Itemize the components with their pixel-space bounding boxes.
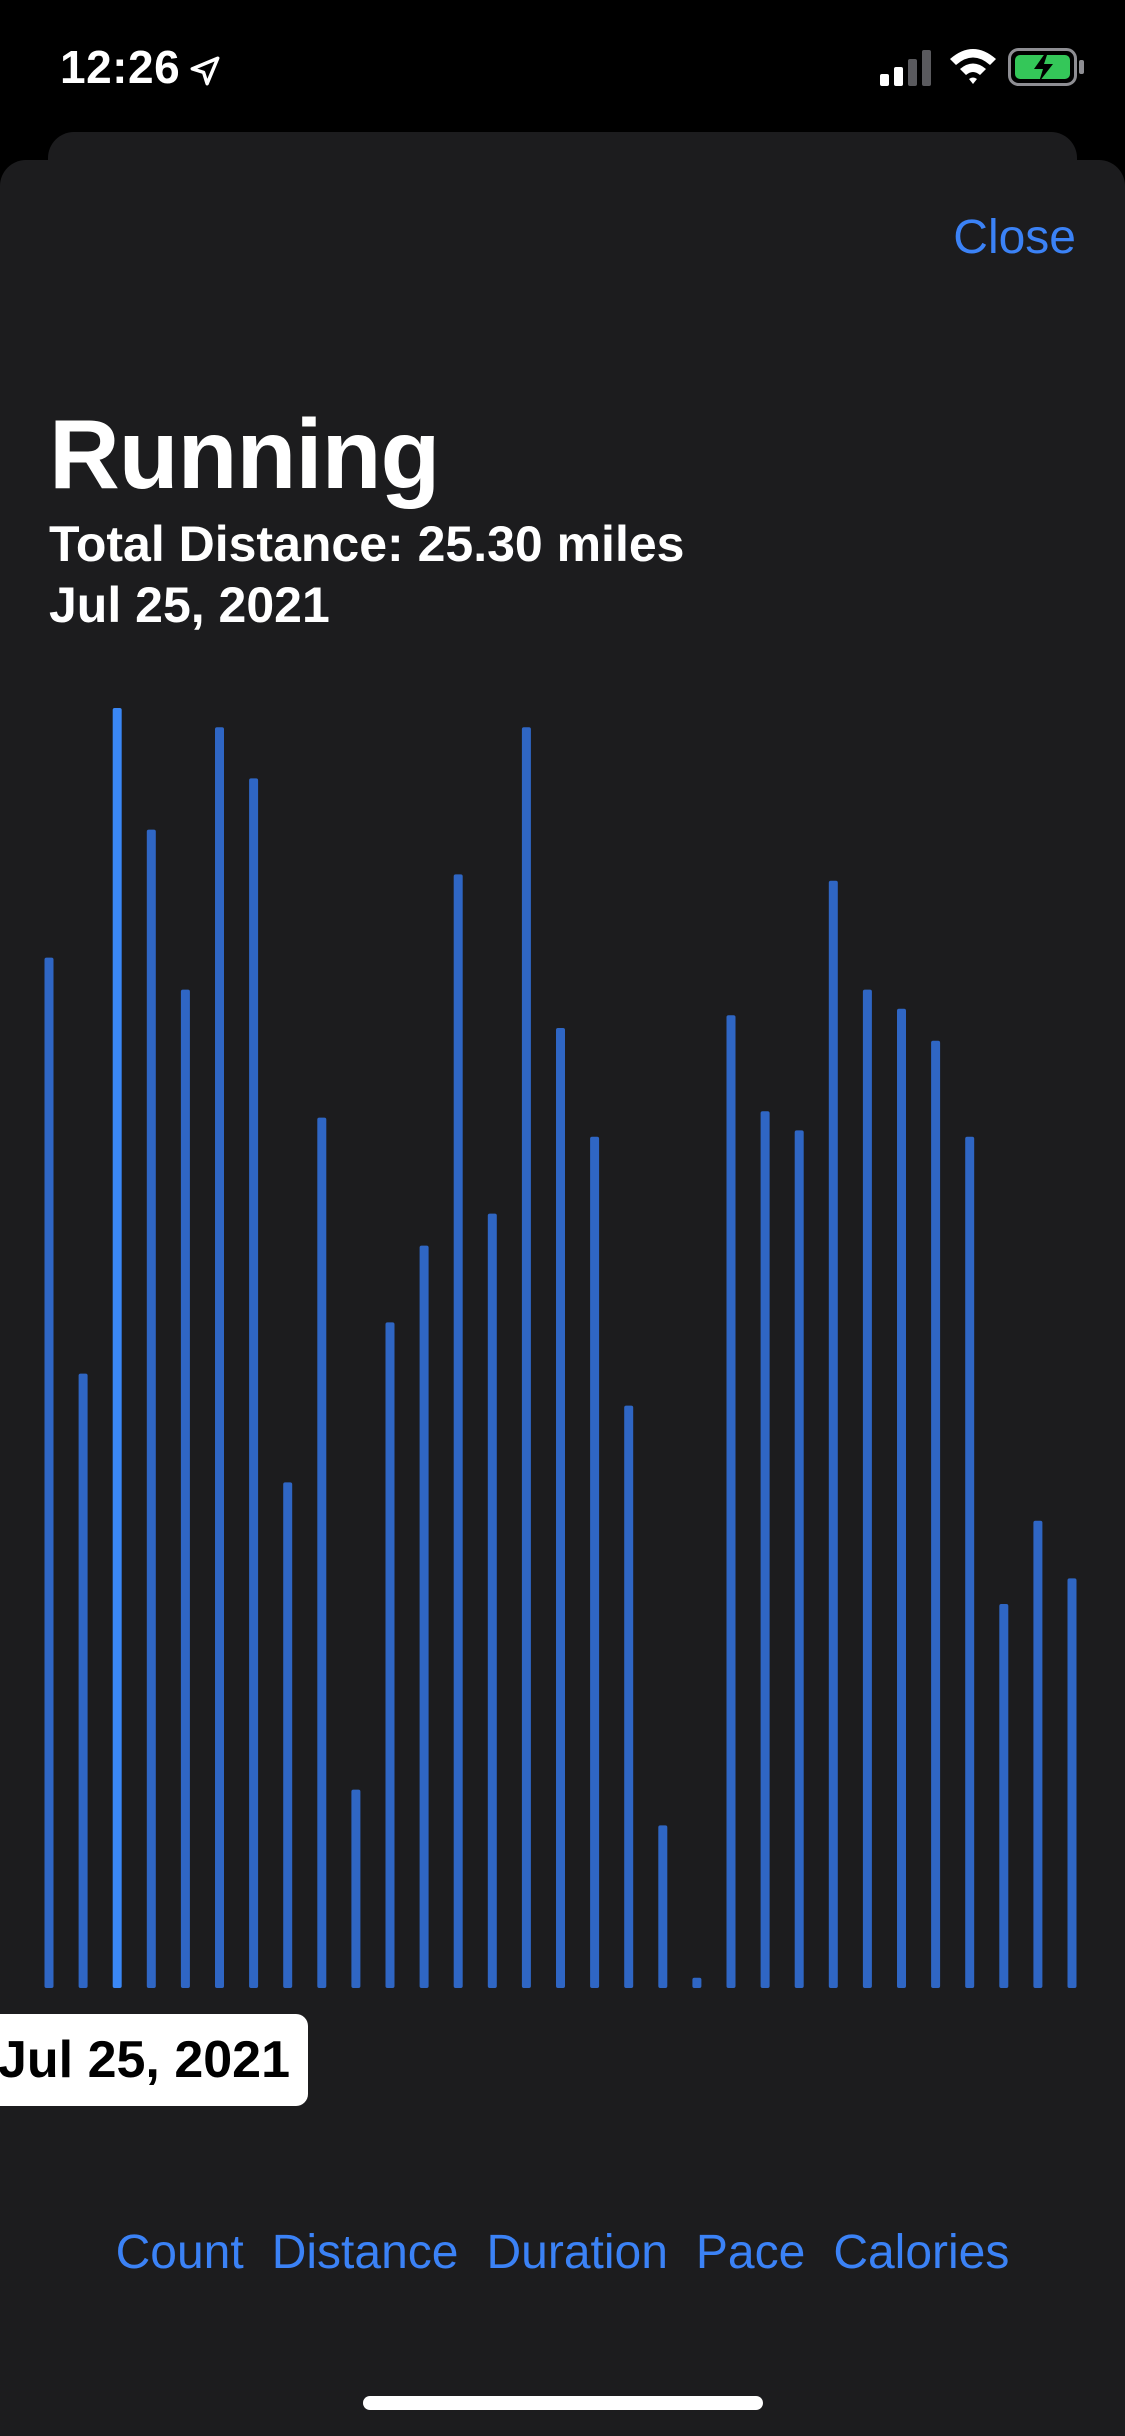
chart-bar[interactable] [556,1028,565,1988]
chart-bar[interactable] [180,989,190,1988]
chart-bar[interactable] [419,1245,429,1988]
chart-bar[interactable] [794,1130,804,1988]
chart-bar[interactable] [590,1136,600,1988]
chart-bar[interactable] [317,1117,327,1988]
chart-bar[interactable] [897,1008,906,1988]
chart-bar[interactable] [78,1373,88,1988]
status-time: 12:26 [60,41,181,93]
chart-bar[interactable] [146,829,156,1988]
chart-bar[interactable] [1067,1578,1077,1988]
selected-date-badge: Jul 25, 2021 [0,2014,308,2106]
tab-count[interactable]: Count [115,2226,244,2279]
chart-bar[interactable] [931,1040,941,1988]
chart-bar[interactable] [487,1213,497,1988]
chart-bar[interactable] [726,1015,736,1988]
tab-calories[interactable]: Calories [833,2226,1010,2279]
page-title: Running [49,399,440,509]
cellular-signal-icon [880,50,931,86]
chart-bar[interactable] [760,1111,770,1988]
metric-tabs: Count Distance Duration Pace Calories [0,2225,1125,2280]
close-button[interactable]: Close [953,211,1076,264]
chart-bar[interactable] [999,1604,1009,1988]
chart-bar[interactable] [249,778,259,1988]
wifi-icon [950,49,996,84]
chart-bar[interactable] [112,708,122,1988]
chart-bar[interactable] [521,727,531,1989]
chart-bar[interactable] [965,1136,975,1988]
location-arrow-icon [190,56,220,86]
date-label: Jul 25, 2021 [49,577,330,633]
chart-bar[interactable] [658,1825,668,1988]
chart-bar[interactable] [862,989,872,1988]
chart-bar[interactable] [283,1482,293,1988]
tab-distance[interactable]: Distance [271,2226,459,2279]
tab-pace[interactable]: Pace [695,2226,806,2279]
battery-charging-icon [1008,48,1084,86]
chart-bar[interactable] [351,1789,361,1988]
chart-bar[interactable] [692,1977,702,1988]
chart-bar[interactable] [624,1405,634,1988]
daily-distance-chart[interactable] [0,700,1125,2000]
status-bar: 12:26 [0,0,1125,135]
tab-duration[interactable]: Duration [486,2226,668,2279]
chart-bar[interactable] [453,874,463,1988]
total-distance-label: Total Distance: 25.30 miles [49,516,685,572]
chart-bar[interactable] [828,880,838,1988]
chart-bar[interactable] [215,727,224,1989]
chart-bar[interactable] [1033,1520,1043,1988]
home-indicator [363,2396,763,2410]
chart-bar[interactable] [385,1322,395,1988]
chart-bar[interactable] [44,957,54,1988]
